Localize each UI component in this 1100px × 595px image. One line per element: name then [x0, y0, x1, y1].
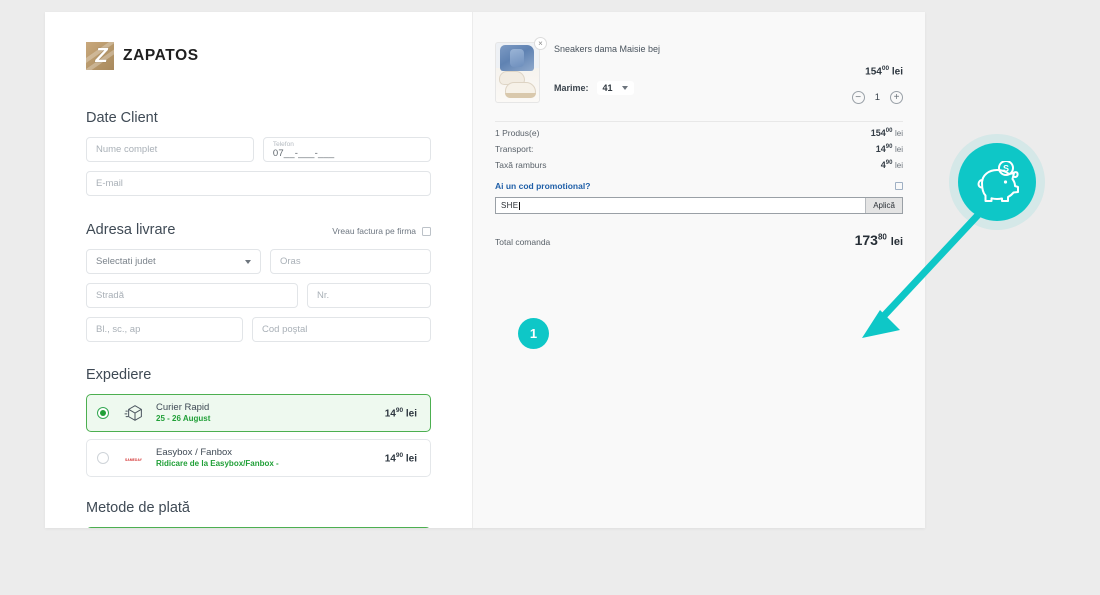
block-input[interactable]: Bl., sc., ap: [86, 317, 243, 342]
quantity-increase-button[interactable]: +: [890, 91, 903, 105]
promo-question-link[interactable]: Ai un cod promotional?: [495, 181, 591, 192]
shipping-option-name: Easybox / Fanbox: [156, 447, 233, 459]
shipping-option-price: 1490 lei: [384, 406, 417, 420]
summary-row-ramburs-fee: Taxă ramburs 490 lei: [495, 154, 903, 170]
county-select[interactable]: Selectati judet: [86, 249, 261, 274]
checkout-form-column: Z ZAPATOS Date Client Nume complet Telef…: [45, 12, 472, 528]
full-name-placeholder: Nume complet: [96, 144, 158, 155]
street-placeholder: Stradă: [96, 290, 124, 301]
cart-item-right: 15400 lei − 1 +: [805, 42, 903, 105]
phone-input[interactable]: Telefon 07__-___-___: [262, 137, 431, 162]
summary-label: Taxă ramburs: [495, 160, 547, 171]
section-title-customer: Date Client: [86, 110, 158, 126]
quantity-decrease-button[interactable]: −: [851, 91, 865, 105]
apply-promo-button[interactable]: Aplică: [865, 198, 902, 214]
order-summary-column: × Sneakers dama Maisie bej Marime: 41 15…: [472, 12, 925, 528]
cart-item-price: 15400 lei: [865, 65, 903, 78]
customer-email-row: E-mail: [86, 171, 431, 196]
package-box-icon: [120, 403, 150, 423]
product-thumbnail-image: [495, 42, 540, 103]
section-title-payment: Metode de plată: [86, 500, 190, 516]
summary-value: 490 lei: [880, 160, 903, 171]
cart-item: × Sneakers dama Maisie bej Marime: 41 15…: [495, 12, 903, 105]
copy-icon[interactable]: [895, 182, 903, 191]
company-invoice-checkbox[interactable]: [422, 226, 431, 236]
shipping-option-text: Curier Rapid 25 - 26 August: [150, 402, 385, 424]
shipping-option-easybox[interactable]: SAMEDAY Easybox / Fanbox Ridicare de la …: [86, 439, 431, 477]
shipping-option-sub: Ridicare de la Easybox/Fanbox -: [156, 458, 279, 468]
logo-letter: Z: [95, 45, 107, 67]
city-placeholder: Oras: [280, 256, 301, 267]
phone-value: 07__-___-___: [272, 148, 335, 159]
block-placeholder: Bl., sc., ap: [96, 324, 141, 335]
street-input[interactable]: Stradă: [86, 283, 298, 308]
payment-option-ramburs[interactable]: Ramburs taxa suplimentară 400 lei: [86, 527, 431, 528]
street-number-input[interactable]: Nr.: [307, 283, 431, 308]
order-total-value: 17380 lei: [854, 232, 903, 249]
chevron-down-icon: [245, 259, 251, 264]
shipping-radio-easybox[interactable]: [97, 452, 109, 464]
promo-code-row: SHE Aplică: [495, 197, 903, 215]
shipping-option-text: Easybox / Fanbox Ridicare de la Easybox/…: [150, 447, 385, 469]
section-title-address: Adresa livrare: [86, 222, 176, 238]
address-section-header: Adresa livrare Vreau factura pe firma: [86, 222, 431, 238]
divider: [495, 121, 903, 123]
summary-value: 1490 lei: [875, 144, 903, 155]
county-value: Selectati judet: [96, 256, 156, 267]
brand-logo[interactable]: Z ZAPATOS: [86, 42, 450, 70]
quantity-value: 1: [874, 92, 880, 104]
promo-header: Ai un cod promotional?: [495, 181, 903, 197]
postal-code-input[interactable]: Cod poştal: [252, 317, 431, 342]
summary-row-products: 1 Produs(e) 15400 lei: [495, 122, 903, 138]
email-placeholder: E-mail: [96, 178, 123, 189]
shipping-option-sub: 25 - 26 August: [156, 413, 211, 423]
close-icon: ×: [538, 38, 543, 48]
cart-item-title: Sneakers dama Maisie bej: [554, 44, 661, 54]
shipping-option-curier-rapid[interactable]: Curier Rapid 25 - 26 August 1490 lei: [86, 394, 431, 432]
apply-promo-label: Aplică: [873, 201, 895, 211]
county-city-row: Selectati judet Oras: [86, 249, 431, 274]
checkout-card: Z ZAPATOS Date Client Nume complet Telef…: [45, 12, 925, 528]
size-select[interactable]: 41: [596, 81, 634, 95]
street-number-row: Stradă Nr.: [86, 283, 431, 308]
summary-value: 15400 lei: [870, 128, 903, 139]
phone-label: Telefon: [272, 140, 294, 148]
full-name-input[interactable]: Nume complet: [86, 137, 254, 162]
cart-item-body: Sneakers dama Maisie bej Marime: 41: [540, 42, 805, 104]
shipping-option-price: 1490 lei: [384, 451, 417, 465]
order-total-label: Total comanda: [495, 237, 551, 248]
svg-text:S: S: [1003, 164, 1009, 174]
summary-label: Transport:: [495, 144, 534, 155]
size-label: Marime:: [554, 83, 589, 93]
shipping-option-name: Curier Rapid: [156, 402, 210, 414]
block-postal-row: Bl., sc., ap Cod poştal: [86, 317, 431, 342]
chevron-down-icon: [621, 86, 628, 90]
summary-row-transport: Transport: 1490 lei: [495, 138, 903, 154]
email-input[interactable]: E-mail: [86, 171, 431, 196]
promo-code-value: SHE: [501, 201, 519, 211]
postal-code-placeholder: Cod poştal: [262, 324, 308, 335]
remove-item-button[interactable]: ×: [534, 37, 547, 50]
company-invoice-toggle[interactable]: Vreau factura pe firma: [332, 226, 431, 238]
quantity-stepper: − 1 +: [805, 91, 903, 105]
order-total-row: Total comanda 17380 lei: [495, 232, 903, 248]
cart-item-thumbnail-wrap: ×: [495, 37, 547, 104]
sameday-logo-icon: SAMEDAY: [125, 458, 143, 462]
promo-code-input[interactable]: SHE: [496, 198, 865, 213]
piggy-bank-badge: S: [958, 143, 1036, 221]
customer-name-phone-row: Nume complet Telefon 07__-___-___: [86, 137, 431, 162]
shipping-radio-curier-rapid[interactable]: [97, 407, 109, 419]
brand-name: ZAPATOS: [123, 47, 199, 64]
summary-label: 1 Produs(e): [495, 128, 540, 139]
company-invoice-label: Vreau factura pe firma: [332, 226, 416, 236]
size-value: 41: [602, 83, 613, 93]
cart-item-size-row: Marime: 41: [554, 81, 805, 95]
piggy-bank-icon: S: [977, 161, 1019, 202]
city-input[interactable]: Oras: [270, 249, 431, 274]
section-title-shipping: Expediere: [86, 367, 152, 383]
zapatos-logo-mark-icon: Z: [86, 42, 114, 70]
street-number-placeholder: Nr.: [317, 290, 330, 301]
text-cursor: [518, 201, 520, 210]
